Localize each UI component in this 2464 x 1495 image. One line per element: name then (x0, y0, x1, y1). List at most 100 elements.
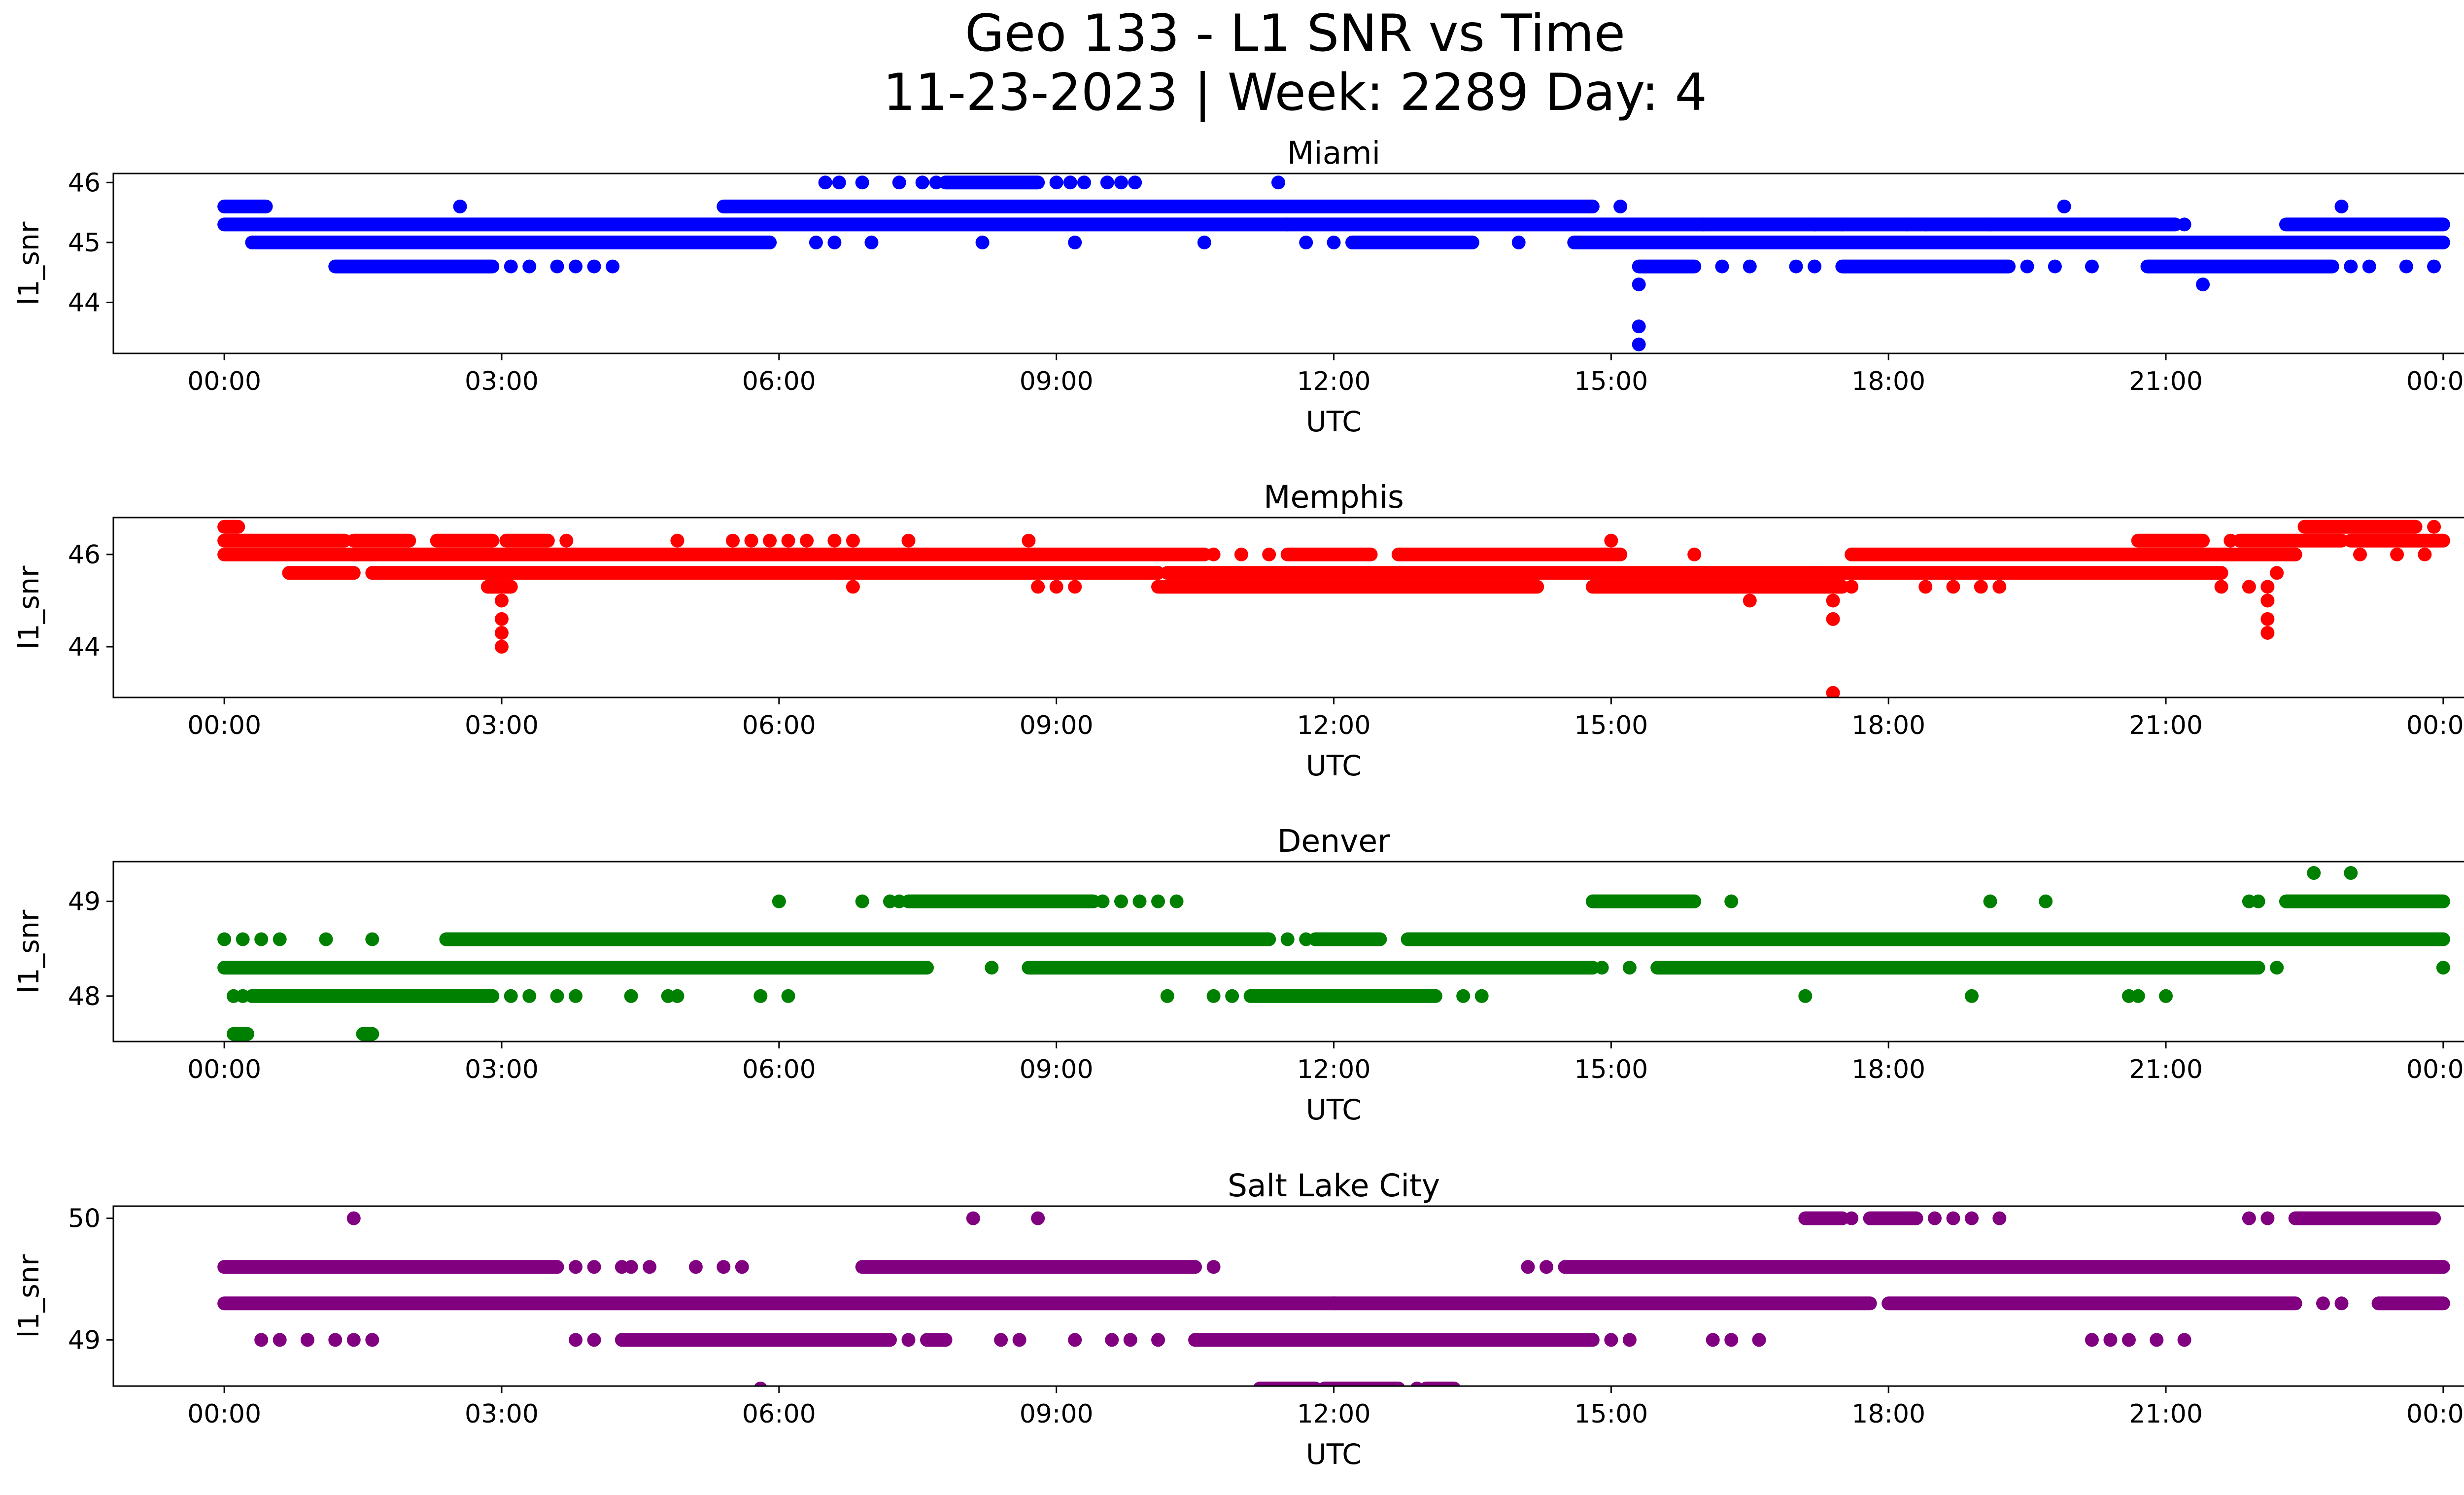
data-point (2177, 1333, 2191, 1347)
data-point-run (1327, 1296, 1877, 1311)
data-points (217, 1211, 2450, 1386)
data-point (2251, 894, 2265, 908)
x-tick-label: 15:00 (1574, 367, 1648, 396)
x-tick-label: 18:00 (1851, 1399, 1925, 1429)
data-point (1128, 175, 1142, 190)
data-point (1632, 278, 1646, 292)
x-tick-label: 12:00 (1297, 711, 1371, 740)
y-tick-label: 49 (68, 1325, 101, 1355)
data-point-run (1882, 1296, 2302, 1311)
data-point (2436, 961, 2450, 975)
data-point (494, 593, 509, 608)
data-point-run (938, 175, 1045, 190)
data-point (1540, 1260, 1554, 1274)
data-point (2427, 259, 2441, 274)
data-point (1983, 894, 1997, 908)
data-point (2020, 259, 2034, 274)
subplot-denver: Denver 00:00 03:00 06:00 09:00 12:00 15:00 18:0… (13, 823, 2464, 1126)
data-point (1049, 580, 1063, 594)
data-point-run (356, 1027, 379, 1041)
data-point (2260, 612, 2275, 626)
data-point (1918, 580, 1933, 594)
data-point-run (1558, 1260, 2450, 1274)
data-point (1114, 175, 1128, 190)
data-point (1511, 235, 1526, 249)
data-point (273, 932, 287, 946)
data-point (2260, 580, 2275, 594)
x-tick-label: 15:00 (1574, 1055, 1648, 1084)
data-point (365, 1333, 379, 1347)
data-point (2048, 259, 2062, 274)
data-point (1622, 1333, 1637, 1347)
data-point (827, 533, 842, 548)
x-tick-label: 18:00 (1851, 711, 1925, 740)
data-point (1132, 894, 1147, 908)
x-tick-label: 09:00 (1020, 1399, 1094, 1429)
data-point-run (2233, 533, 2349, 548)
data-point (1169, 894, 1184, 908)
x-tick-label: 18:00 (1851, 1055, 1925, 1084)
data-point (2427, 520, 2441, 534)
x-tick-label: 00:00 (2406, 1399, 2464, 1429)
data-point (1280, 932, 1295, 946)
data-point (781, 533, 795, 548)
data-point (800, 533, 814, 548)
data-point (494, 640, 509, 654)
data-point (1918, 217, 1933, 232)
data-point (2270, 961, 2284, 975)
data-point-run (1318, 1381, 1405, 1386)
data-point (2362, 259, 2376, 274)
data-point-run (1632, 259, 1702, 274)
data-point (901, 533, 916, 548)
data-point-run (1493, 932, 2450, 946)
x-tick-label: 12:00 (1297, 1055, 1371, 1084)
data-point-run (217, 1260, 564, 1274)
data-point (2307, 866, 2321, 880)
data-point (781, 989, 795, 1003)
data-point-run (1391, 547, 1628, 561)
data-point (1077, 175, 1091, 190)
data-point (1206, 989, 1221, 1003)
data-point (818, 175, 832, 190)
data-point (1743, 593, 1757, 608)
y-tick-label: 45 (68, 228, 101, 258)
subplots: Miami 00:00 03:00 06:00 09:00 12:00 15:00 18:00… (13, 135, 2464, 1471)
data-point-run (346, 533, 416, 548)
data-point-run (1863, 1211, 1923, 1225)
data-point-run (217, 961, 934, 975)
data-point (1114, 894, 1128, 908)
data-point (1724, 894, 1739, 908)
subplot-memphis: Memphis 00:00 03:00 06:00 09:00 12:00 15:00 18:… (13, 479, 2464, 782)
data-point-run (217, 533, 352, 548)
data-point (1743, 259, 1757, 274)
y-axis-label: l1_snr (13, 221, 45, 305)
data-point (670, 989, 684, 1003)
data-point-run (245, 989, 500, 1003)
subplot-title: Salt Lake City (1228, 1168, 1440, 1204)
data-point (2085, 1333, 2099, 1347)
data-point (273, 1333, 287, 1347)
data-point (753, 989, 768, 1003)
figure-title-line-2: 11-23-2023 | Week: 2289 Day: 4 (883, 63, 1707, 122)
y-tick-label: 48 (68, 982, 101, 1011)
data-point (892, 175, 906, 190)
data-point-run (717, 199, 1452, 213)
data-point (1927, 1211, 1942, 1225)
data-point (346, 1333, 361, 1347)
data-point-run (217, 520, 245, 534)
data-point (1724, 1333, 1739, 1347)
data-point-run (2288, 1211, 2441, 1225)
data-point-run (217, 1296, 1341, 1311)
data-point (855, 894, 869, 908)
data-point (1946, 1211, 1960, 1225)
data-point (624, 989, 638, 1003)
data-point-run (1835, 259, 2016, 274)
data-point (1965, 989, 1979, 1003)
x-tick-label: 12:00 (1297, 1399, 1371, 1429)
data-point (1521, 1260, 1535, 1274)
y-tick-label: 49 (68, 887, 101, 917)
data-point-run (1151, 580, 1544, 594)
data-point (864, 235, 879, 249)
data-point (2270, 566, 2284, 580)
